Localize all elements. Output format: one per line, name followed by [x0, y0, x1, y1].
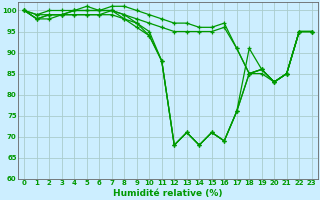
X-axis label: Humidité relative (%): Humidité relative (%) — [113, 189, 223, 198]
